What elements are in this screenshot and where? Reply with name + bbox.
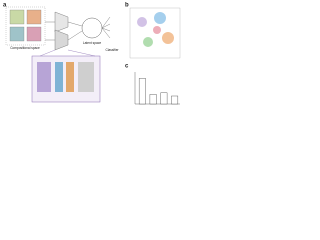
detail-box <box>31 49 101 103</box>
panel-label: a <box>3 3 7 9</box>
caption: Latent space <box>83 41 101 45</box>
panel-label: b <box>125 3 129 9</box>
bar <box>171 95 179 105</box>
panel-label: c <box>125 64 129 70</box>
input-tiles <box>5 6 46 46</box>
page: a b c Compositional space Latent space C… <box>0 0 320 110</box>
caption: Compositional space <box>10 46 40 50</box>
figure: a b c Compositional space Latent space C… <box>3 3 181 105</box>
latent-circle <box>81 17 103 39</box>
encoder <box>45 11 69 51</box>
bar <box>138 78 146 105</box>
classifier <box>101 16 111 39</box>
connector <box>67 21 83 27</box>
bar <box>160 92 168 105</box>
caption: Classifier <box>105 48 119 52</box>
scatter-illustration <box>129 7 181 59</box>
connector <box>67 30 83 41</box>
bar <box>149 94 157 105</box>
